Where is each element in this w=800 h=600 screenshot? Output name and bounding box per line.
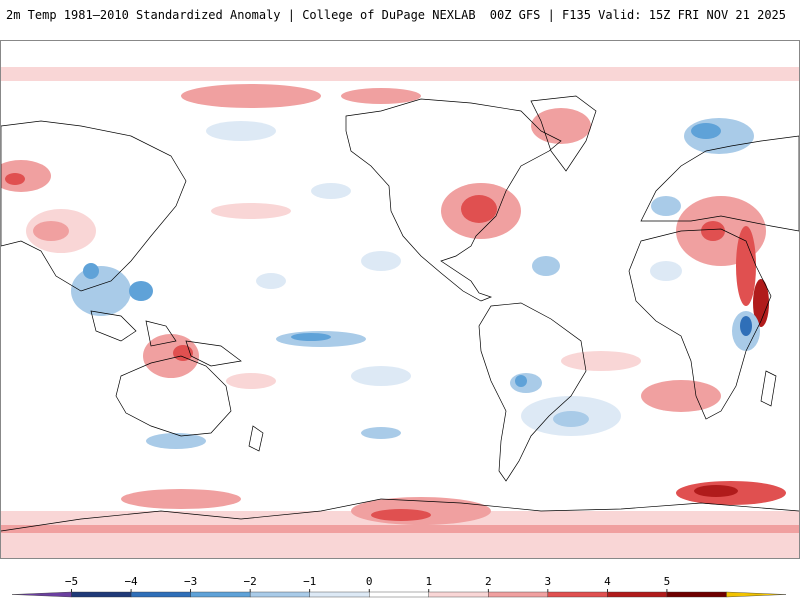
coastlines	[1, 95, 799, 532]
colorbar-tick-label: 0	[366, 575, 373, 588]
antarctic-edge-band	[1, 525, 799, 533]
model-run-info: 00Z GFS | F135 Valid: 15Z FRI NOV 21 202…	[489, 8, 786, 22]
colorbar-bin	[190, 591, 251, 598]
colorbar-tick-label: −2	[244, 575, 257, 588]
arctic-warm-band	[1, 67, 799, 81]
colorbar-bin	[249, 591, 310, 598]
colorbar: −5 −4 −3 −2 −1 0 1 2 3 4 5	[0, 570, 800, 600]
map-title: 2m Temp 1981–2010 Standardized Anomaly |…	[6, 8, 476, 22]
colorbar-bin	[726, 591, 787, 598]
colorbar-tick-label: −4	[124, 575, 138, 588]
colorbar-tick-label: 2	[485, 575, 492, 588]
colorbar-tick-label: 4	[604, 575, 611, 588]
colorbar-tick-label: 5	[664, 575, 671, 588]
colorbar-bin	[547, 591, 608, 598]
colorbar-bin	[369, 591, 429, 598]
colorbar-bin	[309, 591, 370, 598]
cool-anomaly-patches	[71, 118, 760, 449]
colorbar-svg: −5 −4 −3 −2 −1 0 1 2 3 4 5	[11, 575, 787, 598]
colorbar-bin	[11, 591, 72, 598]
colorbar-tick-label: −3	[184, 575, 197, 588]
map-header: 2m Temp 1981–2010 Standardized Anomaly |…	[0, 0, 800, 34]
colorbar-bin	[666, 591, 727, 598]
colorbar-tick-label: 1	[425, 575, 432, 588]
colorbar-bin	[428, 591, 489, 598]
world-map	[0, 40, 800, 559]
colorbar-tick-label: −1	[303, 575, 316, 588]
warm-anomaly-patches	[1, 84, 786, 525]
colorbar-bin	[488, 591, 549, 598]
colorbar-bin	[71, 591, 132, 598]
colorbar-bin	[130, 591, 191, 598]
colorbar-bin	[607, 591, 668, 598]
colorbar-tick-label: 3	[545, 575, 552, 588]
colorbar-tick-label: −5	[65, 575, 78, 588]
anomaly-map-svg	[1, 67, 799, 558]
